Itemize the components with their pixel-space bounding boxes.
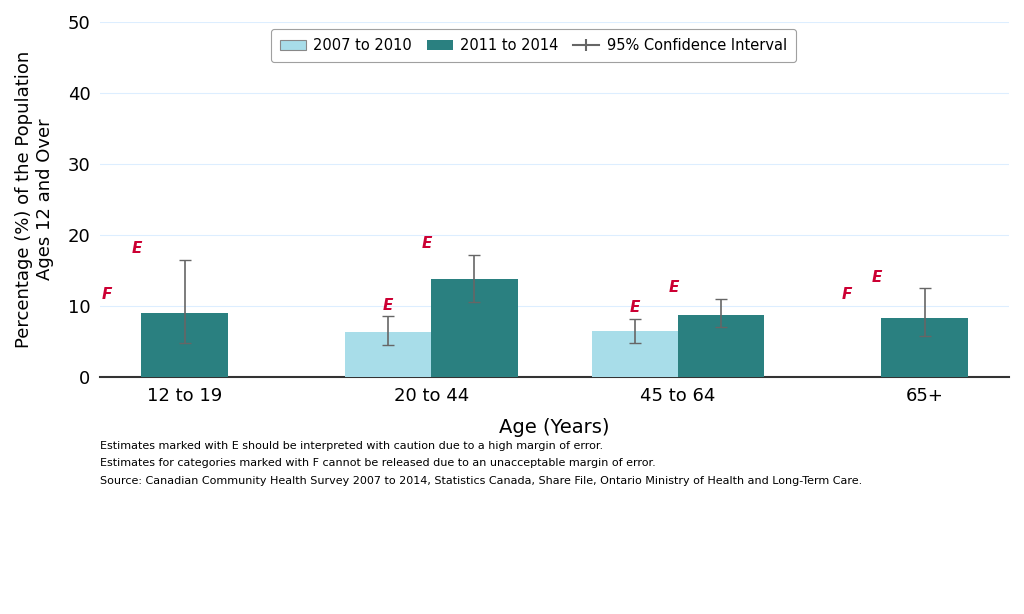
Text: Estimates marked with E should be interpreted with caution due to a high margin : Estimates marked with E should be interp… bbox=[100, 441, 603, 451]
Bar bbox=[592, 332, 678, 377]
Text: E: E bbox=[669, 280, 679, 295]
Text: F: F bbox=[101, 287, 113, 302]
X-axis label: Age (Years): Age (Years) bbox=[500, 418, 610, 437]
Bar bbox=[431, 279, 517, 377]
Text: F: F bbox=[842, 287, 852, 302]
Text: E: E bbox=[422, 236, 432, 251]
Bar bbox=[141, 313, 227, 377]
Text: Estimates for categories marked with F cannot be released due to an unacceptable: Estimates for categories marked with F c… bbox=[100, 459, 656, 468]
Bar bbox=[345, 332, 431, 377]
Text: E: E bbox=[630, 300, 640, 315]
Text: E: E bbox=[132, 241, 142, 256]
Legend: 2007 to 2010, 2011 to 2014, 95% Confidence Interval: 2007 to 2010, 2011 to 2014, 95% Confiden… bbox=[271, 29, 796, 62]
Text: E: E bbox=[871, 270, 883, 284]
Y-axis label: Percentage (%) of the Population
Ages 12 and Over: Percentage (%) of the Population Ages 12… bbox=[15, 51, 54, 348]
Bar bbox=[678, 315, 764, 377]
Text: Source: Canadian Community Health Survey 2007 to 2014, Statistics Canada, Share : Source: Canadian Community Health Survey… bbox=[100, 476, 862, 486]
Bar bbox=[882, 318, 968, 377]
Text: E: E bbox=[383, 298, 393, 313]
